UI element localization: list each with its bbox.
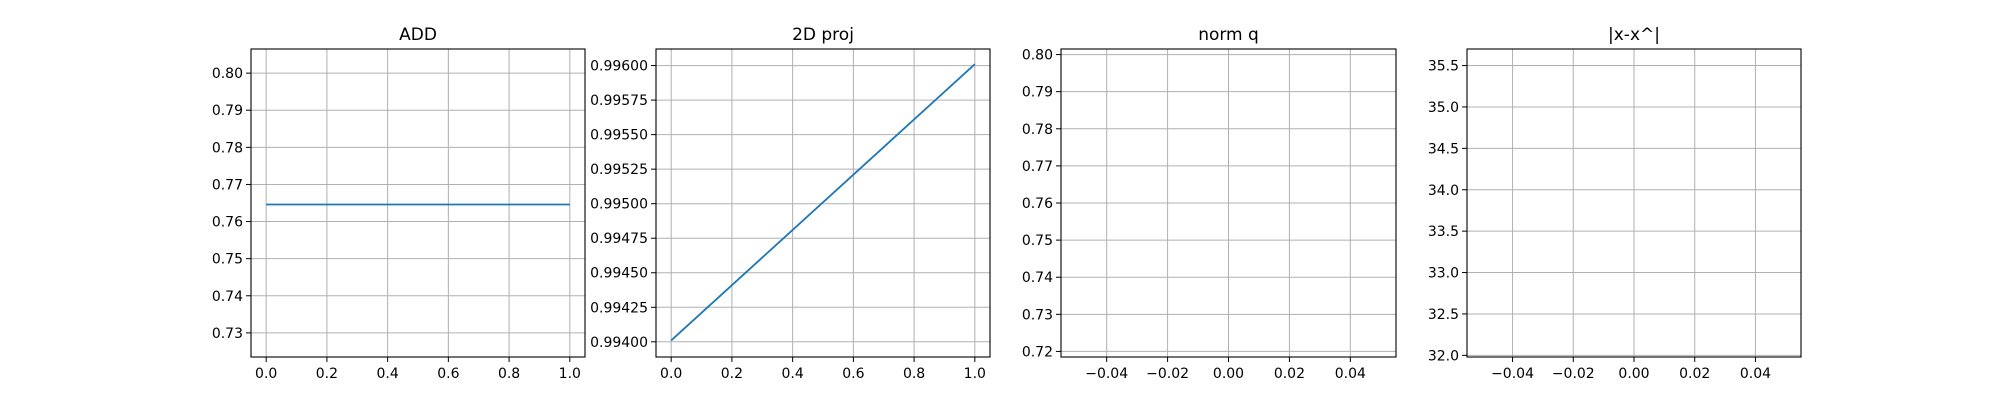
x-tick-label: 0.4 [377, 366, 399, 382]
x-tick-label: 0.00 [1618, 366, 1649, 382]
y-tick-label: 0.79 [1022, 85, 1053, 101]
y-tick-label: 0.77 [212, 177, 243, 193]
x-tick-label: 0.0 [660, 366, 682, 382]
x-tick-label: −0.02 [1146, 366, 1189, 382]
y-tick-label: 0.76 [212, 215, 243, 231]
y-tick-label: 35.0 [1428, 100, 1459, 116]
subplot-x-error: −0.04 −0.02 0.00 0.02 0.04 32.0 32.5 33.0 33.5 34… [1428, 25, 1802, 382]
y-tick-label: 33.0 [1428, 266, 1459, 282]
y-tick-label: 0.74 [1022, 270, 1053, 286]
y-tick-label: 0.78 [1022, 122, 1053, 138]
x-tick-label: 0.04 [1740, 366, 1771, 382]
x-tick-label: −0.04 [1085, 366, 1128, 382]
axes-frame [655, 48, 991, 358]
y-tick-label: 0.99550 [590, 128, 648, 144]
y-tick-label: 0.99400 [590, 335, 648, 351]
x-tick-label: 1.0 [964, 366, 986, 382]
y-tick-label: 0.99500 [590, 197, 648, 213]
y-tick-label: 33.5 [1428, 224, 1459, 240]
y-tick-label: 0.99450 [590, 266, 648, 282]
series-line [670, 63, 976, 342]
y-tick-label: 35.5 [1428, 59, 1459, 75]
y-tick-label: 0.72 [1022, 344, 1053, 360]
y-tick-label: 34.5 [1428, 141, 1459, 157]
y-tick-label: 0.99575 [590, 93, 648, 109]
y-tick-label: 0.73 [1022, 307, 1053, 323]
subplot-title: 2D proj [792, 25, 854, 45]
x-tick-label: 0.0 [255, 366, 277, 382]
x-tick-label: 0.8 [903, 366, 925, 382]
x-tick-label: 1.0 [559, 366, 581, 382]
x-tick-label: 0.8 [498, 366, 520, 382]
y-tick-label: 0.73 [212, 326, 243, 342]
y-tick-label: 0.76 [1022, 196, 1053, 212]
x-tick-label: −0.04 [1491, 366, 1534, 382]
subplot-title: norm q [1198, 25, 1259, 45]
y-tick-label: 0.77 [1022, 159, 1053, 175]
y-tick-label: 0.75 [212, 252, 243, 268]
y-tick-label: 0.75 [1022, 233, 1053, 249]
x-tick-label: 0.04 [1335, 366, 1366, 382]
x-tick-label: 0.02 [1679, 366, 1710, 382]
y-tick-label: 0.99600 [590, 59, 648, 75]
y-tick-label: 0.80 [212, 66, 243, 82]
x-tick-label: 0.2 [721, 366, 743, 382]
y-tick-label: 0.99425 [590, 300, 648, 316]
y-tick-label: 32.0 [1428, 348, 1459, 364]
subplot-2d-proj: 0.0 0.2 0.4 0.6 0.8 1.0 0.99400 0.99425 0.99450 0… [590, 25, 991, 382]
x-tick-label: 0.2 [316, 366, 338, 382]
y-tick-label: 0.99525 [590, 162, 648, 178]
x-tick-label: 0.4 [782, 366, 804, 382]
axes-frame [250, 48, 586, 358]
subplot-title: |x-x^| [1608, 25, 1660, 45]
x-tick-label: 0.02 [1274, 366, 1305, 382]
x-tick-label: 0.6 [842, 366, 864, 382]
y-tick-label: 0.78 [212, 140, 243, 156]
x-tick-label: 0.6 [437, 366, 459, 382]
subplot-add: 0.0 0.2 0.4 0.6 0.8 1.0 0.73 0.74 0.75 0.76 0.77 0.… [212, 25, 586, 382]
y-tick-label: 0.99475 [590, 231, 648, 247]
y-tick-label: 34.0 [1428, 183, 1459, 199]
y-tick-label: 0.80 [1022, 48, 1053, 64]
y-tick-label: 32.5 [1428, 307, 1459, 323]
y-tick-label: 0.79 [212, 103, 243, 119]
y-tick-label: 0.74 [212, 289, 243, 305]
subplot-title: ADD [399, 25, 437, 45]
subplot-norm-q: −0.04 −0.02 0.00 0.02 0.04 0.72 0.73 0.74 0.75 0.… [1022, 25, 1397, 382]
x-tick-label: 0.00 [1213, 366, 1244, 382]
x-tick-label: −0.02 [1552, 366, 1595, 382]
